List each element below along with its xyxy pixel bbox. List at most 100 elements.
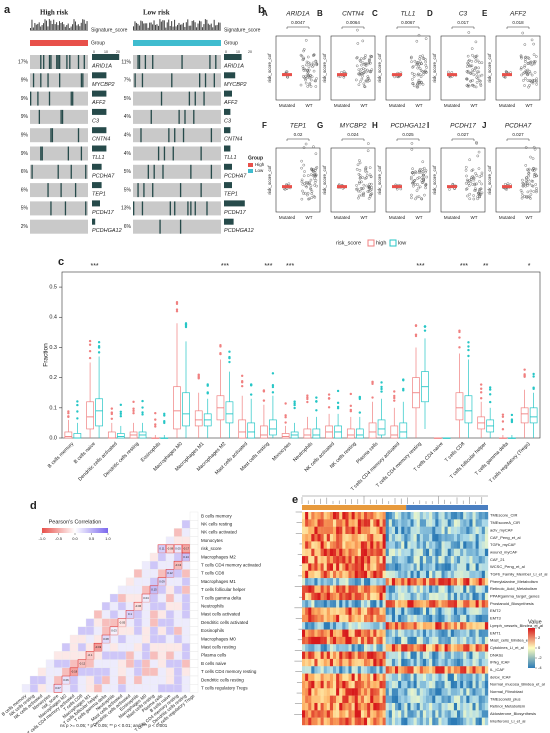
- corr-cell-bg: [125, 659, 135, 668]
- heat-cell: [317, 600, 321, 608]
- corr-cell-bg: [77, 675, 87, 685]
- box: [368, 422, 377, 439]
- heat-cell: [444, 563, 448, 571]
- heat-cell: [320, 607, 324, 616]
- heat-cell: [329, 644, 334, 652]
- heat-cell: [329, 673, 334, 682]
- heat-cell: [410, 651, 414, 660]
- corr-cell-bg: [165, 659, 175, 668]
- wt-point: [369, 61, 372, 65]
- heat-cell: [398, 526, 402, 535]
- heat-cell: [481, 658, 486, 667]
- heat-cell: [457, 658, 461, 667]
- plot-gene: C3: [459, 11, 468, 18]
- corr-cell-bg: [61, 667, 71, 677]
- corr-cell-bg: [173, 585, 183, 595]
- heat-cell: [426, 622, 430, 630]
- heat-cell: [407, 607, 411, 616]
- heat-cell: [475, 666, 479, 674]
- heat-cell: [450, 534, 455, 542]
- heat-cell: [419, 600, 424, 608]
- heat-cell: [326, 651, 331, 660]
- heat-cell: [438, 717, 442, 726]
- wt-point: [303, 170, 306, 173]
- row-background: [133, 128, 221, 143]
- outlier: [393, 396, 396, 400]
- corr-value: 0.06: [63, 678, 69, 682]
- heat-cell: [481, 512, 486, 520]
- wt-point: [356, 163, 360, 167]
- heat-cell: [422, 556, 427, 564]
- score-bar: [174, 19, 176, 30]
- heat-cell: [314, 614, 318, 623]
- heat-cell: [426, 607, 430, 616]
- wt-point: [466, 69, 470, 73]
- plot-p: 0.0064: [346, 20, 360, 25]
- heat-cell: [308, 629, 312, 638]
- wt-point: [524, 55, 528, 59]
- heat-cell: [382, 548, 386, 557]
- wt-point: [530, 63, 534, 67]
- score-bar: [44, 19, 46, 30]
- heat-cell: [444, 717, 448, 726]
- plot-letter: C: [372, 9, 378, 18]
- heat-cell: [413, 702, 417, 711]
- wt-point: [476, 197, 479, 201]
- heat-cell: [339, 651, 343, 660]
- heat-cell: [357, 519, 362, 527]
- heat-row-label: IFNg_iCAF: [490, 660, 510, 665]
- corr-diag: [189, 618, 199, 627]
- heat-cell: [413, 512, 417, 520]
- heat-cell: [333, 666, 337, 674]
- heat-cell: [314, 607, 318, 616]
- corr-row-label: Macrophages M0: [201, 636, 236, 641]
- heat-cell: [460, 534, 464, 542]
- heat-cell: [336, 688, 340, 696]
- count-bar: [92, 72, 107, 79]
- heat-cell: [311, 600, 315, 608]
- outlier: [262, 389, 266, 392]
- heat-cell: [472, 680, 476, 689]
- p-bracket: [396, 138, 420, 141]
- score-bar: [43, 23, 45, 30]
- heat-cell: [360, 614, 365, 623]
- plot-ylabel: risk_score_cof: [377, 53, 382, 83]
- outlier: [219, 352, 222, 356]
- wt-point: [523, 65, 526, 69]
- heat-cell: [326, 592, 331, 601]
- outlier: [67, 415, 70, 418]
- heat-cell: [416, 526, 420, 535]
- heat-cell: [370, 666, 374, 674]
- heat-cell: [317, 592, 321, 601]
- heat-cell: [308, 534, 312, 542]
- heat-cell: [348, 688, 352, 696]
- heat-cell: [308, 710, 312, 718]
- wt-point: [301, 65, 305, 68]
- outlier: [228, 355, 231, 359]
- heat-cell: [314, 644, 318, 652]
- heat-cell: [333, 512, 337, 520]
- heat-cell: [484, 600, 489, 608]
- corr-cell-bg: [149, 552, 159, 562]
- wt-point: [475, 54, 479, 58]
- gene-name: PCDHGA12: [224, 228, 254, 234]
- corr-value: 0.04: [143, 596, 149, 600]
- heat-row-label: IL_iCAF: [490, 667, 505, 672]
- heat-cell: [379, 519, 383, 527]
- score-tick: 0: [93, 50, 95, 54]
- heat-cell: [351, 688, 355, 696]
- heat-cell: [314, 556, 318, 564]
- heat-cell: [441, 585, 445, 593]
- heat-cell: [323, 658, 327, 667]
- heat-cell: [466, 519, 470, 527]
- heat-cell: [395, 710, 399, 718]
- heat-cell: [419, 541, 424, 549]
- outlier: [371, 396, 374, 399]
- outlier: [175, 310, 179, 313]
- heat-cell: [416, 651, 420, 660]
- heat-cell: [364, 614, 368, 623]
- corr-cell-bg: [165, 610, 175, 619]
- wt-point: [531, 78, 535, 82]
- corr-cell-bg: [141, 569, 151, 578]
- heat-cell: [460, 592, 464, 601]
